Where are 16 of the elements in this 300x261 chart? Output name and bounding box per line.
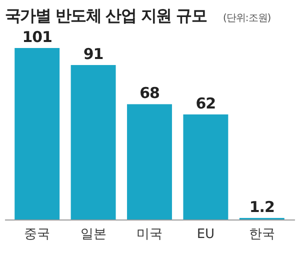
x-tick-label: 중국: [24, 227, 50, 242]
data-label: 101: [22, 28, 52, 46]
data-label: 68: [140, 84, 160, 102]
chart-title: 국가별 반도체 산업 지원 규모: [5, 6, 208, 25]
x-tick-label: 한국: [248, 227, 275, 242]
data-label: 1.2: [249, 198, 274, 216]
bar: [14, 48, 60, 220]
x-tick-label: EU: [196, 227, 215, 242]
bar: [183, 114, 228, 220]
chart-subtitle: (단위:조원): [223, 13, 272, 24]
bar: [70, 65, 116, 220]
bar: [127, 104, 172, 220]
data-label: 91: [83, 45, 104, 64]
x-tick-label: 일본: [80, 227, 106, 242]
data-label: 62: [196, 94, 216, 112]
x-tick-label: 미국: [136, 227, 162, 242]
